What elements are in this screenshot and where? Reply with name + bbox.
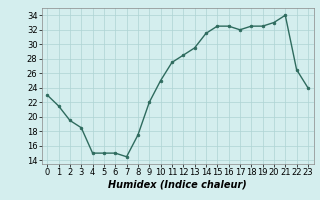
- X-axis label: Humidex (Indice chaleur): Humidex (Indice chaleur): [108, 180, 247, 190]
